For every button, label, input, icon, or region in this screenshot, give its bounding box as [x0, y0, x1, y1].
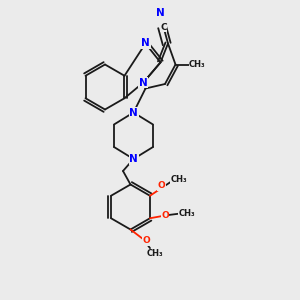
Text: O: O [142, 236, 150, 245]
Text: N: N [156, 8, 165, 19]
Text: CH₃: CH₃ [146, 249, 163, 258]
Text: CH₃: CH₃ [171, 175, 188, 184]
Text: CH₃: CH₃ [189, 60, 206, 69]
Text: CH₃: CH₃ [178, 209, 195, 218]
Text: N: N [129, 107, 138, 118]
Text: N: N [141, 38, 150, 49]
Text: C: C [160, 22, 167, 32]
Text: O: O [161, 211, 169, 220]
Text: N: N [139, 77, 148, 88]
Text: O: O [157, 181, 165, 190]
Text: N: N [129, 154, 138, 164]
